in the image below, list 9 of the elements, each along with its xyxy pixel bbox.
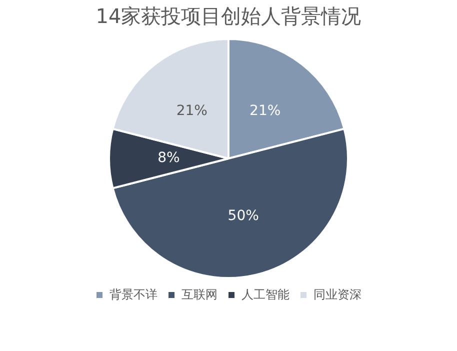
chart-title: 14家获投项目创始人背景情况 (96, 4, 362, 28)
data-label: 21% (176, 102, 208, 119)
legend-label: 人工智能 (242, 287, 290, 302)
legend-label: 背景不详 (110, 287, 158, 302)
legend-label: 同业资深 (314, 287, 362, 302)
data-label: 50% (228, 208, 259, 224)
legend-label: 互联网 (182, 287, 218, 302)
data-label: 8% (158, 150, 180, 166)
data-label: 21% (250, 102, 281, 119)
